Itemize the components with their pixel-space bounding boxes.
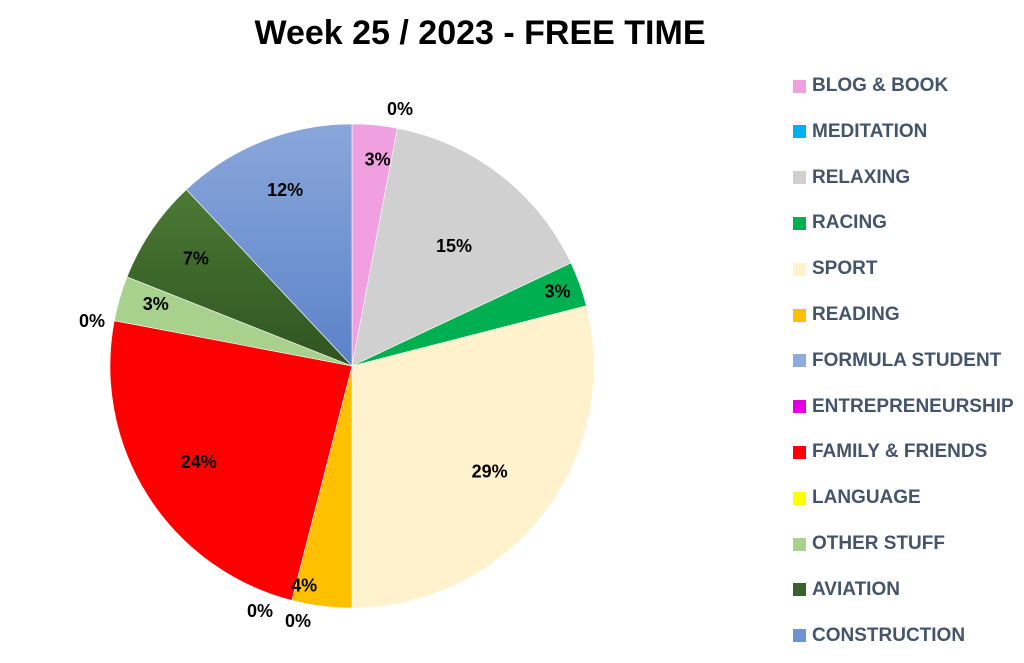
legend-label-racing: RACING bbox=[812, 212, 887, 234]
legend-item-family-friends: FAMILY & FRIENDS bbox=[793, 440, 987, 464]
legend-label-blog-book: BLOG & BOOK bbox=[812, 75, 949, 96]
legend-item-construction: CONSTRUCTION bbox=[793, 624, 965, 648]
legend-item-language: LANGUAGE bbox=[793, 486, 921, 510]
legend-swatch-reading bbox=[793, 308, 806, 322]
legend-swatch-construction bbox=[793, 629, 806, 643]
data-label-blog-book: 3% bbox=[365, 150, 391, 170]
data-label-relaxing: 15% bbox=[436, 236, 472, 256]
data-label-construction: 12% bbox=[267, 180, 303, 200]
data-label-sport: 29% bbox=[472, 462, 508, 482]
legend-swatch-entrepreneurship bbox=[793, 400, 806, 414]
legend-swatch-racing bbox=[793, 216, 806, 230]
legend-label-entrepreneurship: ENTREPRENEURSHIP bbox=[812, 395, 1014, 417]
legend-label-language: LANGUAGE bbox=[812, 487, 921, 509]
legend-item-relaxing: RELAXING bbox=[793, 166, 910, 190]
data-label-entrepreneurship: 0% bbox=[247, 601, 273, 621]
legend-item-formula-student: FORMULA STUDENT bbox=[793, 349, 1001, 373]
data-label-family-friends: 24% bbox=[181, 452, 217, 472]
pie-slice-relaxing bbox=[351, 127, 572, 367]
legend-item-sport: SPORT bbox=[793, 257, 877, 281]
data-label-other-stuff: 3% bbox=[143, 294, 169, 314]
legend-swatch-language bbox=[793, 491, 806, 505]
data-label-language: 0% bbox=[79, 311, 105, 331]
legend-item-aviation: AVIATION bbox=[793, 578, 900, 602]
legend-swatch-sport bbox=[793, 262, 806, 276]
legend-label-meditation: MEDITATION bbox=[812, 120, 928, 142]
legend-swatch-family-friends bbox=[793, 445, 806, 459]
pie-data-labels: 3% 0% 15% 3% 29% 4% 0% 0% 24% 0% 3% 7% 12% bbox=[79, 99, 570, 631]
data-label-meditation: 0% bbox=[387, 99, 413, 119]
legend-swatch-formula-student bbox=[793, 354, 806, 368]
legend-swatch-aviation bbox=[793, 583, 806, 597]
legend-item-racing: RACING bbox=[793, 211, 887, 235]
data-label-formula-student: 0% bbox=[285, 611, 311, 631]
legend-swatch-relaxing bbox=[793, 171, 806, 185]
legend-swatch-meditation bbox=[793, 125, 806, 139]
legend-label-construction: CONSTRUCTION bbox=[812, 624, 966, 646]
data-label-racing: 3% bbox=[544, 281, 570, 301]
pie-slice-aviation bbox=[126, 189, 353, 367]
pie-slice-sport bbox=[351, 305, 595, 609]
data-label-aviation: 7% bbox=[183, 249, 209, 269]
pie-slices bbox=[109, 123, 595, 609]
legend-item-reading: READING bbox=[793, 303, 900, 327]
pie-slice-construction bbox=[185, 123, 353, 367]
legend-label-aviation: AVIATION bbox=[812, 578, 900, 600]
chart-title: Week 25 / 2023 - FREE TIME bbox=[254, 14, 706, 52]
legend-label-other-stuff: OTHER STUFF bbox=[812, 533, 945, 554]
legend-swatch-other-stuff bbox=[793, 537, 806, 551]
legend-label-family-friends: FAMILY & FRIENDS bbox=[812, 441, 988, 463]
legend-label-relaxing: RELAXING bbox=[812, 166, 911, 188]
legend-item-entrepreneurship: ENTREPRENEURSHIP bbox=[793, 395, 1014, 419]
legend-label-formula-student: FORMULA STUDENT bbox=[812, 349, 1002, 371]
legend-item-blog-book: BLOG & BOOK bbox=[793, 74, 948, 98]
legend-item-other-stuff: OTHER STUFF bbox=[793, 532, 945, 556]
legend-label-reading: READING bbox=[812, 304, 900, 325]
data-label-reading: 4% bbox=[291, 576, 317, 596]
pie-chart: 3% 0% 15% 3% 29% 4% 0% 0% 24% 0% 3% 7% 12% bbox=[79, 99, 595, 631]
legend-label-sport: SPORT bbox=[812, 258, 878, 280]
legend-item-meditation: MEDITATION bbox=[793, 120, 927, 144]
legend-swatch-blog-book bbox=[793, 79, 806, 93]
pie-slice-family-friends bbox=[109, 320, 353, 601]
